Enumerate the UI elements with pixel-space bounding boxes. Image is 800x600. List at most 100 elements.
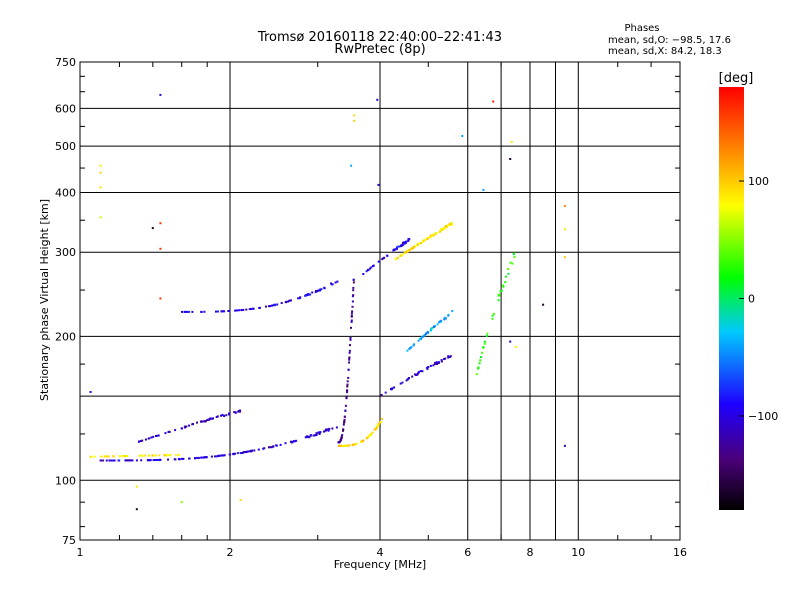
echo-point xyxy=(216,310,219,313)
echo-point xyxy=(117,459,120,462)
echo-point xyxy=(183,310,186,313)
echo-point xyxy=(426,238,429,241)
echo-point xyxy=(375,427,378,430)
echo-point xyxy=(228,412,231,415)
echo-point xyxy=(478,362,481,365)
echo-point xyxy=(252,307,255,310)
echo-point xyxy=(432,364,435,367)
echo-point xyxy=(349,337,352,339)
echo-point xyxy=(412,246,415,249)
echo-point xyxy=(350,164,353,167)
echo-point xyxy=(423,239,426,242)
echo-point xyxy=(342,423,345,426)
echo-point xyxy=(103,455,106,458)
echo-point xyxy=(267,446,270,449)
echo-point xyxy=(331,427,334,430)
echo-point xyxy=(504,275,507,278)
echo-point xyxy=(413,343,416,346)
echo-point xyxy=(421,370,424,373)
echo-point xyxy=(263,447,266,450)
echo-point xyxy=(113,459,116,462)
echo-point xyxy=(370,266,373,269)
echo-point xyxy=(428,236,431,239)
echo-point xyxy=(319,289,322,292)
echo-point xyxy=(284,442,287,445)
echo-point xyxy=(509,340,512,343)
echo-point xyxy=(350,314,353,317)
echo-point xyxy=(218,454,221,457)
echo-point xyxy=(350,320,353,323)
echo-point xyxy=(393,386,396,389)
echo-point xyxy=(138,454,141,457)
echo-point xyxy=(429,329,432,332)
echo-point xyxy=(315,290,318,293)
echo-point xyxy=(475,373,478,376)
echo-point xyxy=(412,344,415,347)
echo-point xyxy=(377,422,380,425)
echo-point xyxy=(245,308,248,311)
echo-point xyxy=(225,414,228,417)
echo-point xyxy=(507,268,510,270)
echo-point xyxy=(192,423,194,425)
echo-point xyxy=(168,430,171,433)
echo-point xyxy=(542,303,545,306)
echo-point xyxy=(311,291,314,294)
echo-point xyxy=(491,314,494,317)
echo-point xyxy=(510,141,513,144)
echo-point xyxy=(341,434,344,437)
echo-point xyxy=(408,249,411,251)
x-tick-label: 16 xyxy=(673,546,687,559)
x-tick-label: 1 xyxy=(77,546,84,559)
echo-point xyxy=(168,454,171,457)
echo-point xyxy=(482,188,485,191)
echo-point xyxy=(89,391,92,393)
echo-point xyxy=(492,100,495,103)
chart-subtitle: RwPretec (8p) xyxy=(334,42,425,57)
echo-point xyxy=(110,459,113,462)
echo-point xyxy=(152,435,155,438)
y-tick-label: 400 xyxy=(55,186,76,199)
colorbar-tick-label: −100 xyxy=(748,410,778,423)
echo-point xyxy=(365,270,368,273)
echo-point xyxy=(148,459,151,462)
echo-point xyxy=(426,331,429,334)
echo-point xyxy=(165,454,168,457)
echo-point xyxy=(485,335,488,337)
echo-point xyxy=(203,420,206,423)
echo-point xyxy=(440,227,443,230)
echo-point xyxy=(144,454,147,457)
echo-point xyxy=(425,332,428,335)
echo-point xyxy=(436,363,438,365)
echo-point xyxy=(210,455,213,458)
echo-point xyxy=(150,436,153,439)
echo-point xyxy=(353,114,356,117)
echo-point xyxy=(417,242,420,245)
echo-point xyxy=(202,456,205,459)
echo-point xyxy=(351,305,354,308)
echo-point xyxy=(148,437,151,440)
echo-point xyxy=(507,272,510,275)
echo-point xyxy=(422,335,424,338)
echo-point xyxy=(148,454,151,457)
echo-point xyxy=(351,443,354,446)
echo-point xyxy=(563,228,566,231)
echo-point xyxy=(290,441,293,444)
echo-point xyxy=(438,361,441,364)
echo-point xyxy=(401,381,404,384)
echo-point xyxy=(502,285,505,288)
echo-point xyxy=(419,370,422,373)
echo-point xyxy=(393,248,395,251)
echo-point xyxy=(174,458,177,461)
echo-point xyxy=(243,451,246,453)
echo-point xyxy=(234,452,236,455)
echo-point xyxy=(350,326,352,329)
echo-point xyxy=(439,230,442,233)
echo-point xyxy=(407,249,410,252)
echo-point xyxy=(405,251,408,254)
echo-point xyxy=(238,309,241,312)
echo-point xyxy=(374,428,377,431)
echo-point xyxy=(347,376,350,379)
echo-point xyxy=(99,164,102,167)
echo-point xyxy=(123,455,126,458)
echo-point xyxy=(325,428,328,431)
